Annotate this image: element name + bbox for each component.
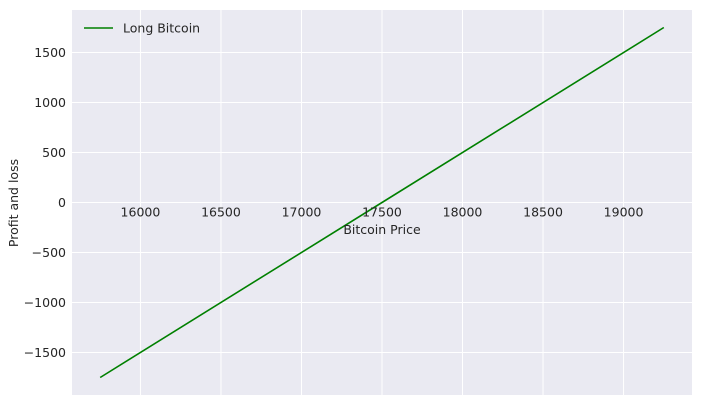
x-tick-label: 18500: [523, 205, 563, 220]
x-tick-label: 17500: [362, 205, 402, 220]
legend: Long Bitcoin: [84, 21, 200, 36]
x-tick-label: 19000: [604, 205, 644, 220]
legend-label: Long Bitcoin: [123, 21, 200, 36]
y-tick-label: 1000: [34, 95, 66, 110]
series-layer: [99, 26, 665, 379]
y-tick-label: −1000: [24, 295, 66, 310]
y-tick-label: −1500: [24, 345, 66, 360]
x-tick-label: 16500: [201, 205, 241, 220]
y-tick-label: 0: [58, 195, 66, 210]
x-tick-label: 18000: [443, 205, 483, 220]
y-tick-label: 500: [42, 145, 66, 160]
y-tick-label: 1500: [34, 45, 66, 60]
y-axis-label: Profit and loss: [6, 159, 21, 247]
x-tick-label: 17000: [282, 205, 322, 220]
x-axis-label: Bitcoin Price: [343, 222, 421, 237]
tick-labels: 16000 16500 17000 17500 18000 18500 19000 −1500…: [24, 45, 644, 360]
y-tick-label: −500: [32, 245, 66, 260]
x-tick-label: 16000: [121, 205, 161, 220]
series-line-long-bitcoin: [99, 26, 665, 379]
